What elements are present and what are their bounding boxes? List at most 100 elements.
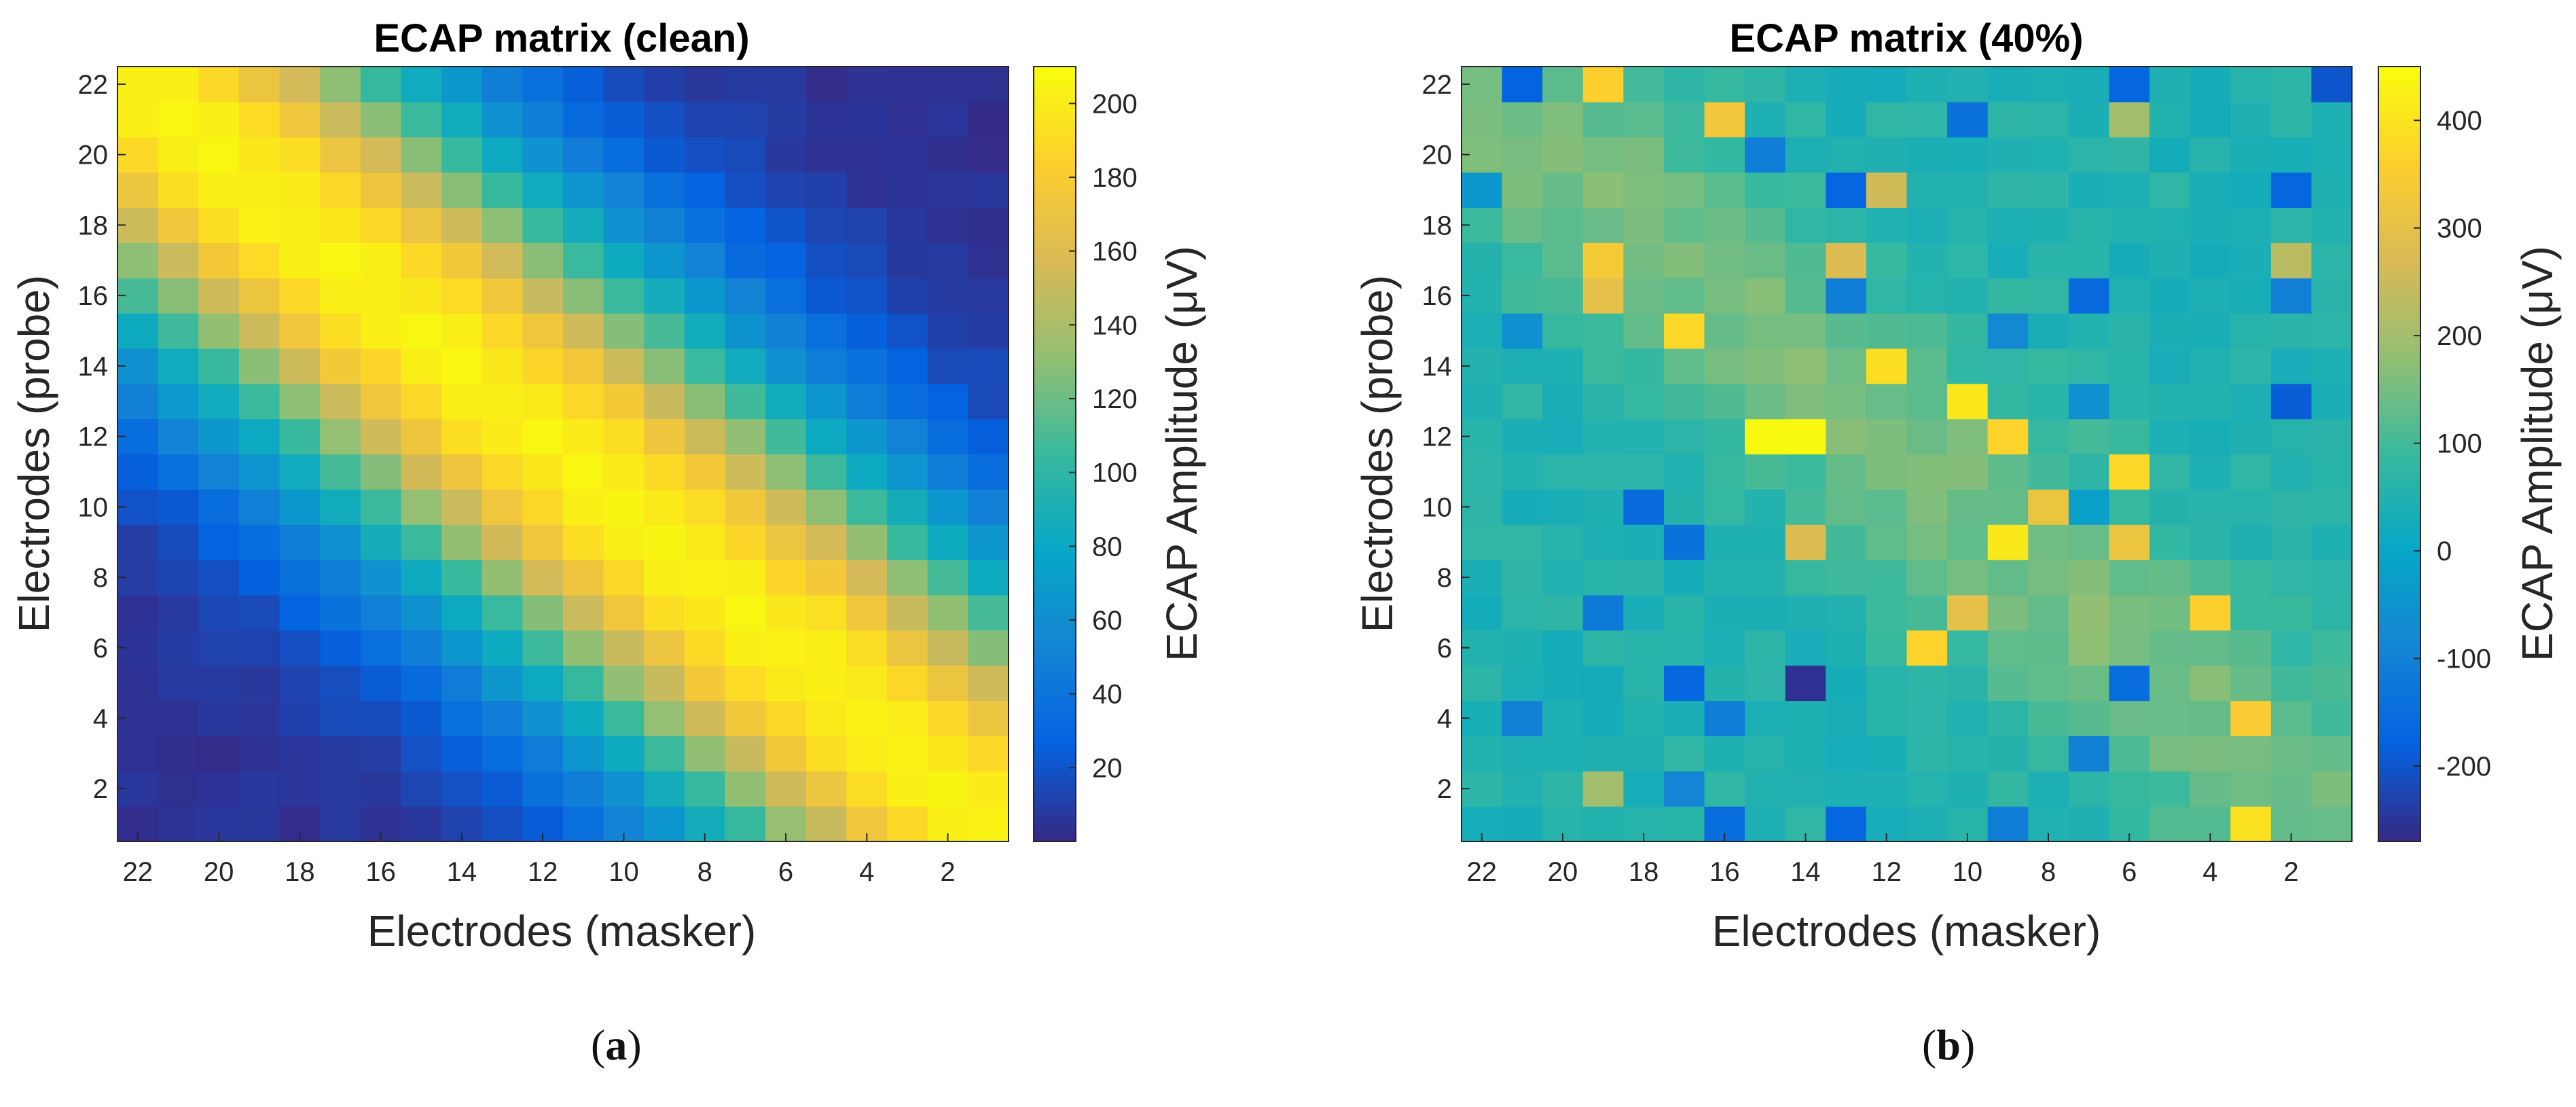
heatmap-cell [1826, 630, 1867, 666]
heatmap-panel-40pct: ECAP matrix (40%) 22 20 18 16 14 12 10 8 6 4 2 2 4 6… [1353, 16, 2562, 956]
heatmap-cell [1502, 700, 1543, 737]
heatmap-cell [1947, 242, 1989, 278]
colorbar-segment [1034, 208, 1076, 216]
heatmap-cell [1623, 313, 1665, 349]
colorbar-tick-label: 180 [1092, 163, 1138, 193]
heatmap-cell [927, 736, 968, 772]
colorbar-segment [2378, 609, 2420, 617]
heatmap-cell [2109, 560, 2150, 596]
heatmap-cell [1502, 137, 1543, 173]
colorbar-segment [1034, 118, 1076, 126]
heatmap-cell [1704, 101, 1745, 138]
heatmap-cell [1623, 348, 1665, 384]
heatmap-cell [684, 594, 726, 631]
heatmap-cell [1987, 242, 2029, 278]
heatmap-cell [1785, 454, 1826, 490]
heatmap-cell [684, 630, 726, 666]
heatmap-cell [684, 383, 726, 420]
heatmap-cell [401, 383, 442, 420]
heatmap-cell [644, 454, 685, 490]
heatmap-cell [765, 348, 807, 384]
heatmap-cell [1542, 137, 1584, 173]
colorbar-tick-label: 200 [2437, 321, 2482, 351]
colorbar-segment [1034, 183, 1076, 190]
heatmap-cell [198, 67, 240, 103]
heatmap-cell [1906, 278, 1948, 314]
heatmap-cell [2109, 207, 2150, 243]
heatmap-cell [603, 418, 645, 455]
heatmap-cell [887, 313, 928, 349]
heatmap-cell [1785, 630, 1826, 666]
heatmap-cell [158, 101, 199, 138]
heatmap-cell [765, 736, 807, 772]
colorbar-segment [1034, 731, 1076, 739]
y-tick-label: 6 [1437, 634, 1452, 664]
heatmap-cell [1866, 207, 1908, 243]
heatmap-cell [2270, 771, 2312, 807]
heatmap-cell [522, 172, 564, 208]
heatmap-cell [1502, 524, 1543, 560]
heatmap-cell [1947, 137, 1989, 173]
heatmap-cell [1704, 524, 1745, 560]
heatmap-cell [644, 806, 685, 842]
heatmap-cell [2230, 278, 2272, 314]
heatmap-cell [603, 101, 645, 138]
heatmap-cell [401, 454, 442, 490]
heatmap-cell [846, 242, 888, 278]
heatmap-cell [198, 101, 240, 138]
y-tick-label: 18 [78, 211, 109, 240]
heatmap-cell [1785, 137, 1826, 173]
heatmap-cell [887, 137, 928, 173]
heatmap-cell [522, 524, 564, 560]
heatmap-cell [1542, 172, 1584, 208]
heatmap-cell [1785, 524, 1826, 560]
heatmap-cell [2068, 771, 2110, 807]
heatmap-cell [320, 700, 361, 737]
colorbar-segment [1034, 144, 1076, 151]
colorbar-segment [1034, 776, 1076, 784]
heatmap-cell [522, 137, 564, 173]
x-axis-ticks: 22 20 18 16 14 12 10 8 6 4 2 [1467, 833, 2299, 887]
heatmap-cell [1947, 101, 1989, 138]
heatmap-cell [1663, 313, 1705, 349]
colorbar-segment [2378, 118, 2420, 126]
heatmap-cell [765, 313, 807, 349]
heatmap-cell [1582, 137, 1624, 173]
heatmap-cell [2230, 736, 2272, 772]
colorbar-segment [2378, 325, 2420, 332]
colorbar-segment [1034, 312, 1076, 319]
heatmap-cell [765, 172, 807, 208]
heatmap-cell [158, 630, 199, 666]
heatmap-cell [238, 207, 280, 243]
heatmap-cell [441, 383, 483, 420]
heatmap-cell [279, 278, 321, 314]
heatmap-cell [1462, 383, 1503, 420]
heatmap-cell [1704, 207, 1745, 243]
colorbar-segment [2378, 338, 2420, 345]
heatmap-cell [2028, 665, 2069, 702]
colorbar-segment [2378, 757, 2420, 765]
heatmap-cell [968, 348, 1009, 384]
heatmap-cell [1502, 242, 1543, 278]
heatmap-cell [2028, 700, 2069, 737]
heatmap-cell [1462, 454, 1503, 490]
heatmap-cell [2149, 383, 2191, 420]
heatmap-cell [725, 665, 766, 702]
heatmap-cell [1866, 348, 1908, 384]
heatmap-cell [2270, 560, 2312, 596]
heatmap-cell [2109, 278, 2150, 314]
heatmap-cell [238, 665, 280, 702]
heatmap-cell [1704, 313, 1745, 349]
colorbar-segment [1034, 460, 1076, 468]
colorbar-segment [2378, 131, 2420, 139]
colorbar-segment [1034, 499, 1076, 507]
heatmap-cell [563, 383, 604, 420]
y-tick-label: 14 [1422, 352, 1453, 382]
colorbar-segment [1034, 706, 1076, 713]
heatmap-cell [846, 383, 888, 420]
heatmap-cell [725, 207, 766, 243]
heatmap-cell [238, 454, 280, 490]
heatmap-cell [1542, 207, 1584, 243]
heatmap-cell [927, 383, 968, 420]
heatmap-cell [725, 806, 766, 842]
